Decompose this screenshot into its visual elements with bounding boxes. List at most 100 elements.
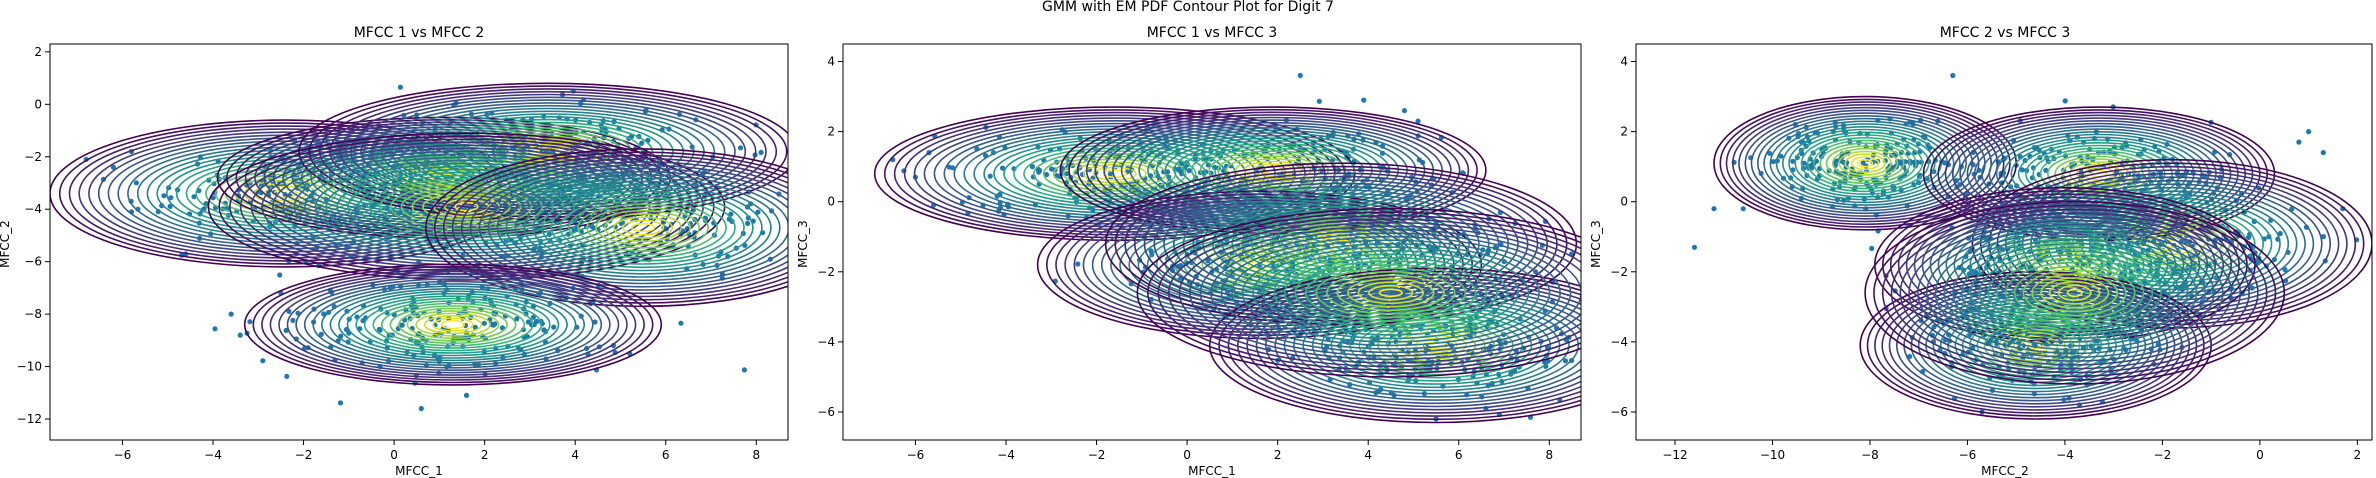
scatter-point bbox=[337, 400, 344, 406]
contour-line bbox=[523, 183, 763, 272]
contour-line bbox=[389, 183, 543, 230]
subplot-3-title: MFCC 2 vs MFCC 3 bbox=[1940, 25, 2071, 41]
contour-line bbox=[2049, 280, 2101, 305]
scatter-point bbox=[1542, 218, 1548, 224]
y-tick-label: −2 bbox=[24, 150, 42, 164]
contour-line bbox=[329, 288, 577, 362]
scatter-point bbox=[212, 326, 218, 332]
contour-line bbox=[423, 315, 483, 335]
contour-line bbox=[1850, 156, 1880, 171]
contour-line bbox=[1917, 223, 2233, 362]
scatter-point bbox=[1000, 165, 1006, 171]
contour-line bbox=[1905, 199, 2224, 330]
y-tick-label: −6 bbox=[24, 255, 42, 269]
contour-line bbox=[1866, 274, 2205, 417]
contour-line bbox=[1220, 235, 1561, 350]
contour-line bbox=[541, 190, 745, 265]
contour-line bbox=[568, 200, 718, 256]
contour-line bbox=[1943, 235, 2206, 351]
scatter-point bbox=[741, 367, 748, 373]
contour-line bbox=[1147, 211, 1581, 375]
contour-line bbox=[525, 144, 571, 160]
y-tick-label: 2 bbox=[1620, 125, 1628, 139]
contour-line bbox=[1934, 231, 2215, 355]
subplot-1-plot: −6 −4 −2 0 2 4 6 8 −12 −10 −8 −6 −4 −2 0 2 bbox=[17, 43, 789, 462]
contour-line bbox=[1163, 182, 1519, 306]
contour-line bbox=[1321, 305, 1552, 385]
scatter-point bbox=[530, 314, 537, 320]
scatter-point bbox=[2320, 234, 2326, 240]
contour-line bbox=[613, 216, 674, 239]
scatter-point bbox=[592, 319, 598, 325]
scatter-point bbox=[1401, 108, 1407, 114]
subplot-2-title: MFCC 1 vs MFCC 3 bbox=[1147, 25, 1278, 41]
y-tick-label: −8 bbox=[24, 307, 42, 321]
contour-line bbox=[293, 156, 640, 257]
contour-line bbox=[1092, 166, 1137, 181]
subplot-2-ylabel: MFCC_3 bbox=[796, 220, 810, 268]
contour-line bbox=[604, 213, 683, 243]
contour-line bbox=[1908, 219, 2242, 366]
y-tick-label: −2 bbox=[817, 265, 835, 279]
x-tick-label: 8 bbox=[1545, 448, 1553, 462]
contour-line bbox=[2022, 269, 2127, 317]
axes-frame bbox=[842, 43, 1582, 441]
contour-line bbox=[1032, 150, 1197, 198]
x-tick-label: −6 bbox=[1959, 448, 1977, 462]
scatter-point bbox=[1075, 261, 1081, 267]
scatter-point bbox=[1588, 324, 1593, 329]
contour-line bbox=[440, 319, 466, 330]
contour-line bbox=[243, 263, 663, 386]
contour-line bbox=[360, 99, 736, 204]
y-tick-label: −4 bbox=[24, 202, 42, 216]
contour-line bbox=[1336, 274, 1446, 312]
contour-line bbox=[346, 292, 560, 357]
scatter-point bbox=[1297, 72, 1303, 79]
contour-line bbox=[1890, 212, 2259, 374]
contour-line bbox=[559, 196, 727, 259]
contour-line bbox=[933, 122, 1296, 225]
contour-line bbox=[595, 209, 691, 246]
contour-line bbox=[1769, 120, 1961, 206]
plot-area bbox=[873, 72, 1593, 424]
scatter-point bbox=[1869, 245, 1875, 251]
x-tick-label: −2 bbox=[2154, 448, 2172, 462]
contour-line bbox=[1231, 239, 1551, 347]
contour-line bbox=[1819, 142, 1911, 184]
y-tick-label: 4 bbox=[1620, 55, 1628, 69]
contour-line bbox=[1825, 145, 1905, 182]
axes-frame bbox=[1635, 43, 2373, 441]
scatter-point bbox=[237, 332, 243, 338]
contour-line bbox=[577, 203, 709, 252]
contour-line bbox=[1073, 202, 1446, 327]
contour-line bbox=[1952, 238, 2198, 347]
contour-line bbox=[1719, 98, 2011, 228]
scatter-point bbox=[1175, 166, 1181, 173]
scatter-point bbox=[987, 173, 993, 179]
contour-line bbox=[1178, 221, 1581, 364]
contour-line bbox=[1210, 232, 1572, 354]
contour-line bbox=[1725, 101, 2005, 226]
contour-line bbox=[1813, 139, 1917, 187]
scatter-point bbox=[286, 308, 292, 314]
contour-line bbox=[478, 167, 788, 288]
contour-line bbox=[389, 305, 517, 345]
y-tick-label: 0 bbox=[827, 195, 835, 209]
contour-line bbox=[372, 300, 534, 349]
contour-line bbox=[432, 317, 474, 332]
contour-line bbox=[295, 278, 611, 371]
x-tick-label: −8 bbox=[1861, 448, 1879, 462]
contour-line bbox=[1925, 227, 2224, 359]
contour-line bbox=[411, 113, 685, 190]
contour-line bbox=[2031, 273, 2118, 313]
x-tick-label: 0 bbox=[390, 448, 398, 462]
contour-line bbox=[1987, 254, 2162, 332]
contour-line bbox=[261, 268, 645, 381]
scatter-point bbox=[2062, 98, 2068, 104]
scatter-point bbox=[1950, 72, 1956, 79]
scatter-point bbox=[1064, 171, 1070, 177]
x-tick-label: 0 bbox=[1183, 448, 1191, 462]
scatter-point bbox=[168, 195, 174, 201]
contour-line bbox=[2066, 288, 2083, 298]
y-tick-label: 0 bbox=[34, 97, 42, 111]
